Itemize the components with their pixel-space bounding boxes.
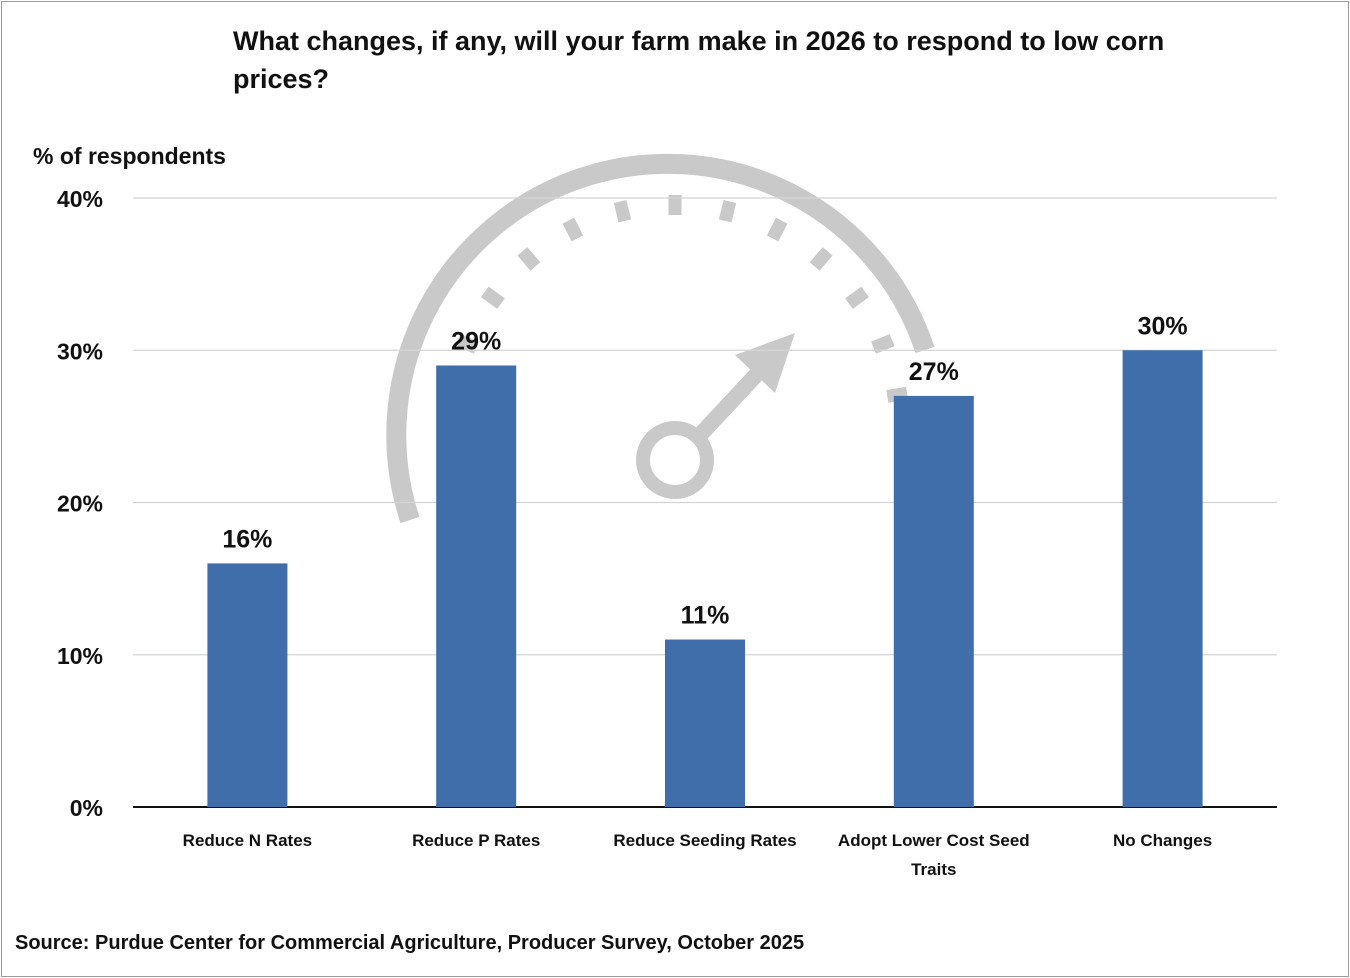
barometer-tick	[562, 217, 584, 242]
y-axis-label: % of respondents	[33, 143, 226, 169]
x-tick-label: Reduce N Rates	[182, 831, 313, 850]
barometer-tick	[886, 386, 909, 403]
x-tick-label: Adopt Lower Cost Seed Traits	[837, 831, 1030, 879]
barometer-tick	[766, 217, 788, 242]
bar	[436, 365, 517, 807]
y-tick-label: 40%	[57, 186, 103, 212]
barometer-tick	[517, 247, 541, 271]
bar	[665, 639, 745, 807]
data-label: 11%	[681, 602, 730, 630]
x-tick-label: No Changes	[1113, 831, 1213, 850]
barometer-tick	[455, 334, 479, 354]
data-label: 29%	[451, 327, 501, 355]
barometer-tick	[809, 247, 833, 271]
bar	[893, 395, 974, 807]
data-label: 16%	[222, 525, 272, 553]
barometer-tick	[613, 199, 632, 223]
y-tick-label: 30%	[57, 338, 103, 364]
x-tick-label: Reduce Seeding Rates	[613, 831, 797, 850]
source-note: Source: Purdue Center for Commercial Agr…	[15, 932, 805, 954]
y-tick-label: 20%	[57, 491, 103, 517]
bar	[1122, 350, 1203, 807]
data-label: 27%	[909, 358, 959, 386]
barometer-tick	[845, 286, 869, 309]
bar	[207, 563, 288, 807]
barometer-tick	[481, 286, 505, 309]
ag-economy-barometer-watermark	[386, 153, 935, 524]
x-tick-label: Reduce P Rates	[412, 831, 541, 850]
barometer-tick	[718, 199, 737, 223]
data-label: 30%	[1138, 312, 1188, 340]
y-tick-label: 0%	[70, 795, 103, 821]
y-tick-label: 10%	[57, 643, 103, 669]
barometer-tick	[871, 334, 895, 354]
chart-title: What changes, if any, will your farm mak…	[233, 26, 1165, 94]
